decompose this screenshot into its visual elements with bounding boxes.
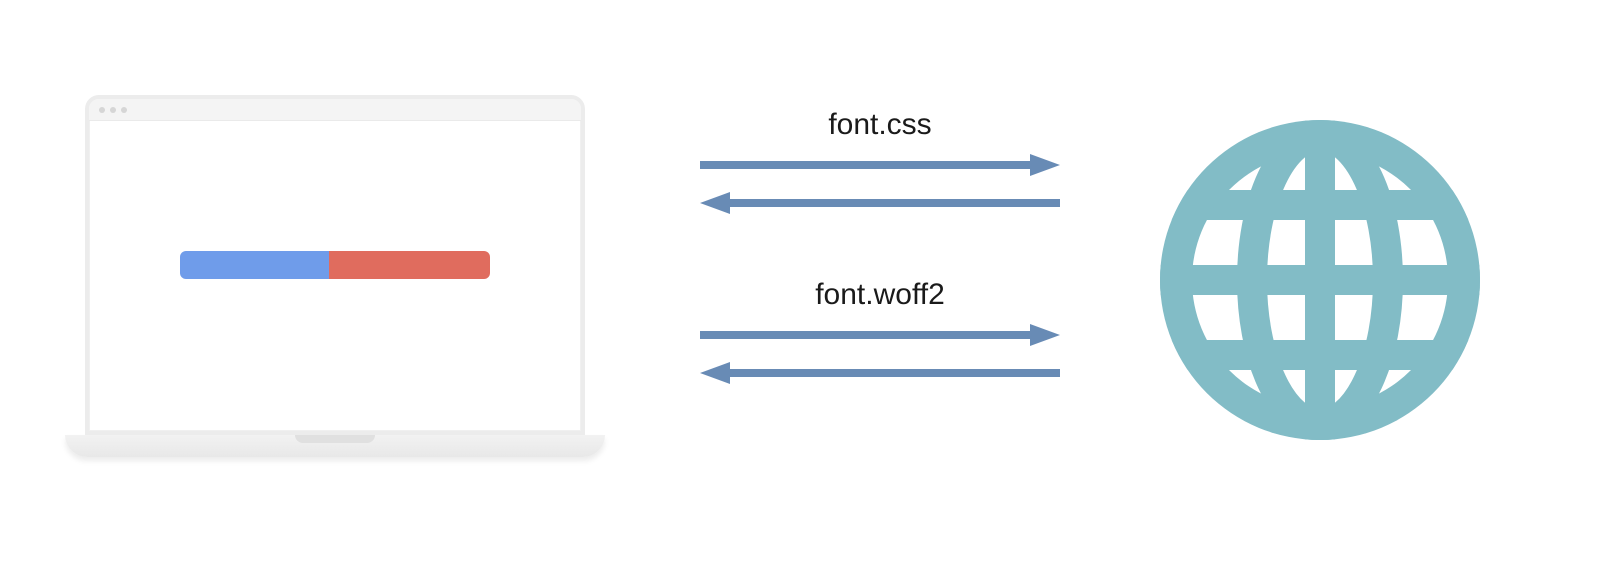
arrow-left-icon bbox=[700, 358, 1060, 388]
globe-icon bbox=[1160, 120, 1480, 440]
arrow-label: font.woff2 bbox=[700, 278, 1060, 312]
arrow-label: font.css bbox=[700, 108, 1060, 142]
browser-dot bbox=[99, 107, 105, 113]
laptop bbox=[75, 95, 595, 475]
progress-bar bbox=[180, 251, 490, 279]
request-response-font-css: font.css bbox=[700, 108, 1060, 226]
arrow-left-icon bbox=[700, 188, 1060, 218]
progress-segment-blue bbox=[180, 251, 329, 279]
progress-segment-red bbox=[329, 251, 490, 279]
arrow-right-icon bbox=[700, 320, 1060, 350]
browser-bar bbox=[89, 99, 581, 121]
request-response-font-woff2: font.woff2 bbox=[700, 278, 1060, 396]
laptop-screen bbox=[85, 95, 585, 435]
browser-dot bbox=[121, 107, 127, 113]
laptop-notch bbox=[295, 435, 375, 443]
browser-dot bbox=[110, 107, 116, 113]
laptop-base bbox=[65, 435, 605, 457]
arrow-right-icon bbox=[700, 150, 1060, 180]
